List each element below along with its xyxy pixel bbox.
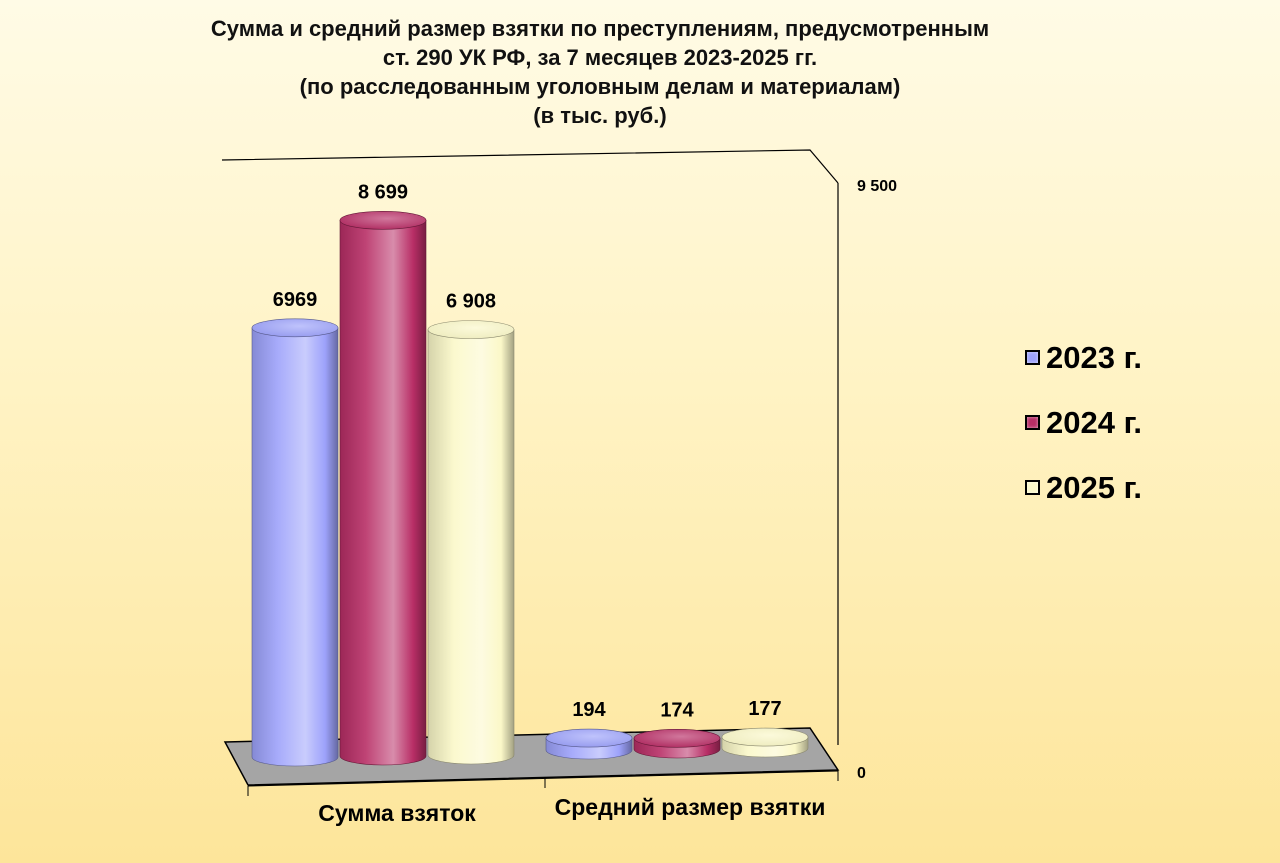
bar-cap-1-2 (545, 728, 633, 748)
bar-3-1 (427, 329, 515, 765)
bar-2-1 (339, 220, 427, 766)
legend: 2023 г. 2024 г. 2025 г. (1025, 325, 1142, 520)
data-label: 174 (660, 699, 694, 721)
data-label: 6 908 (446, 291, 496, 313)
y-tick-label: 9 500 (857, 178, 897, 195)
bar-cap-1-1 (251, 318, 339, 338)
legend-label: 2023 г. (1046, 339, 1142, 375)
legend-item: 2023 г. (1025, 325, 1142, 390)
category-axis-line (247, 770, 839, 787)
legend-label: 2024 г. (1046, 404, 1142, 440)
chart-title-line-2: ст. 290 УК РФ, за 7 месяцев 2023-2025 гг… (382, 45, 818, 70)
chart-title: Сумма и средний размер взятки по преступ… (140, 14, 1060, 130)
bar-cap-3-2 (721, 727, 809, 747)
data-label: 194 (572, 699, 606, 721)
data-label: 8 699 (358, 181, 408, 203)
category-label: Сумма взяток (318, 800, 476, 826)
legend-swatch (1025, 480, 1040, 495)
legend-item: 2024 г. (1025, 390, 1142, 455)
bar-cap-2-2 (633, 728, 721, 748)
chart-title-line-1: Сумма и средний размер взятки по преступ… (210, 16, 990, 41)
legend-swatch (1025, 415, 1040, 430)
bar-cap-2-1 (339, 211, 427, 230)
data-label: 6969 (273, 289, 318, 311)
back-wall-top-edge (221, 149, 839, 184)
chart-title-line-4: (в тыс. руб.) (533, 103, 667, 128)
bar-cap-3-1 (427, 320, 515, 339)
bar-1-1 (251, 327, 339, 767)
legend-item: 2025 г. (1025, 455, 1142, 520)
data-label: 177 (748, 698, 781, 720)
chart-title-line-3: (по расследованным уголовным делам и мат… (299, 74, 901, 99)
legend-label: 2025 г. (1046, 469, 1142, 505)
y-tick-label: 0 (857, 765, 866, 782)
category-label: Средний размер взятки (555, 794, 826, 820)
legend-swatch (1025, 350, 1040, 365)
